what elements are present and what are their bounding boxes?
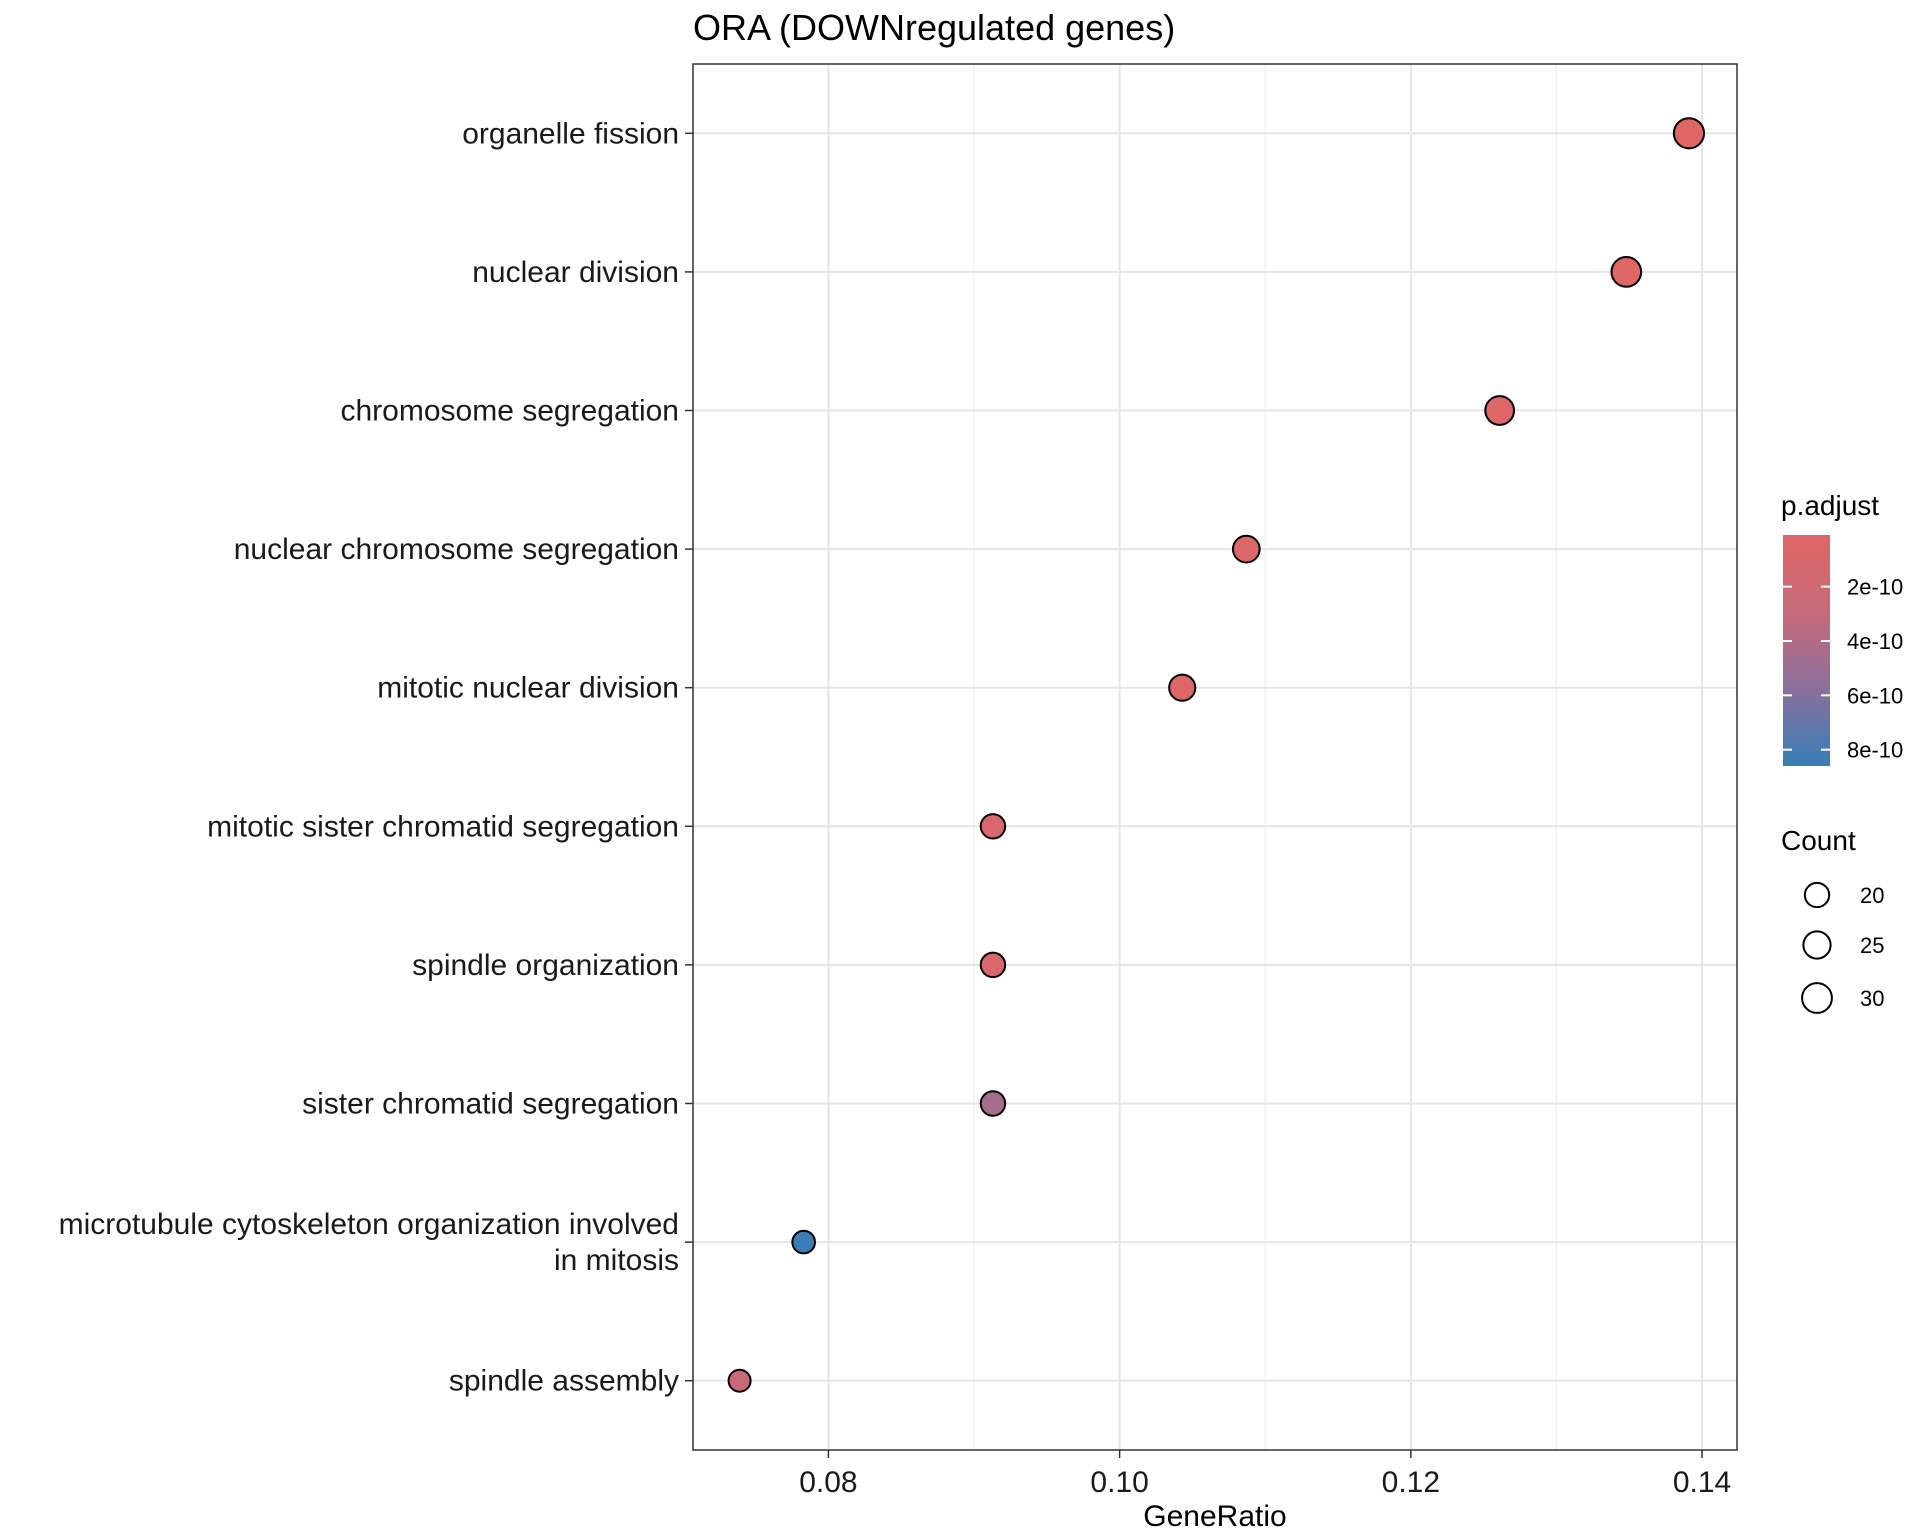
color-legend-label: 4e-10	[1847, 629, 1903, 654]
y-tick-label: spindle organization	[412, 949, 679, 982]
color-legend: p.adjust 2e-10 4e-10 6e-10 8e-10	[1781, 490, 1903, 766]
color-legend-label: 6e-10	[1847, 683, 1903, 708]
data-point	[1484, 395, 1516, 426]
color-legend-bar	[1783, 535, 1830, 766]
size-legend-label: 20	[1860, 883, 1884, 908]
color-legend-label: 8e-10	[1847, 738, 1903, 763]
size-legend-title: Count	[1781, 825, 1856, 856]
x-tick-label: 0.12	[1382, 1466, 1440, 1499]
x-tick-label: 0.08	[799, 1466, 857, 1499]
size-legend-circle	[1801, 982, 1833, 1014]
size-legend: Count 20 25 30	[1781, 825, 1884, 1014]
data-point	[979, 951, 1007, 979]
x-axis-title: GeneRatio	[1143, 1500, 1286, 1533]
y-tick-label: spindle assembly	[449, 1365, 679, 1398]
data-point	[979, 1090, 1007, 1117]
plot-panel-border	[692, 63, 1738, 1451]
y-tick-label: organelle fission	[462, 117, 679, 150]
size-legend-label: 30	[1860, 986, 1884, 1011]
y-tick-label: mitotic sister chromatid segregation	[207, 810, 679, 843]
data-points	[727, 117, 1706, 1393]
y-tick-label: sister chromatid segregation	[302, 1088, 679, 1121]
color-legend-title: p.adjust	[1781, 490, 1879, 521]
data-point	[1168, 673, 1197, 702]
data-point	[727, 1368, 752, 1393]
y-tick-label: microtubule cytoskeleton organization in…	[59, 1208, 679, 1241]
x-axis: 0.08 0.10 0.12 0.14	[799, 1450, 1731, 1499]
chart-title: ORA (DOWNregulated genes)	[693, 7, 1175, 48]
y-tick-label: mitotic nuclear division	[377, 672, 679, 705]
y-tick-label: nuclear chromosome segregation	[234, 533, 679, 566]
x-tick-label: 0.10	[1090, 1466, 1148, 1499]
y-axis: organelle fission nuclear division chromos…	[59, 117, 693, 1398]
data-point	[791, 1229, 816, 1255]
size-legend-label: 25	[1860, 933, 1884, 958]
data-point	[1231, 534, 1261, 564]
data-point	[1672, 117, 1706, 150]
color-legend-label: 2e-10	[1847, 575, 1903, 600]
data-point	[979, 813, 1007, 840]
grid-lines	[693, 64, 1737, 1450]
data-point	[1610, 256, 1643, 288]
y-tick-label: nuclear division	[472, 256, 679, 289]
x-tick-label: 0.14	[1673, 1466, 1731, 1499]
size-legend-circle	[1802, 930, 1832, 960]
size-legend-circle	[1803, 881, 1831, 909]
y-tick-label: chromosome segregation	[340, 395, 679, 428]
y-tick-label: in mitosis	[554, 1244, 679, 1277]
